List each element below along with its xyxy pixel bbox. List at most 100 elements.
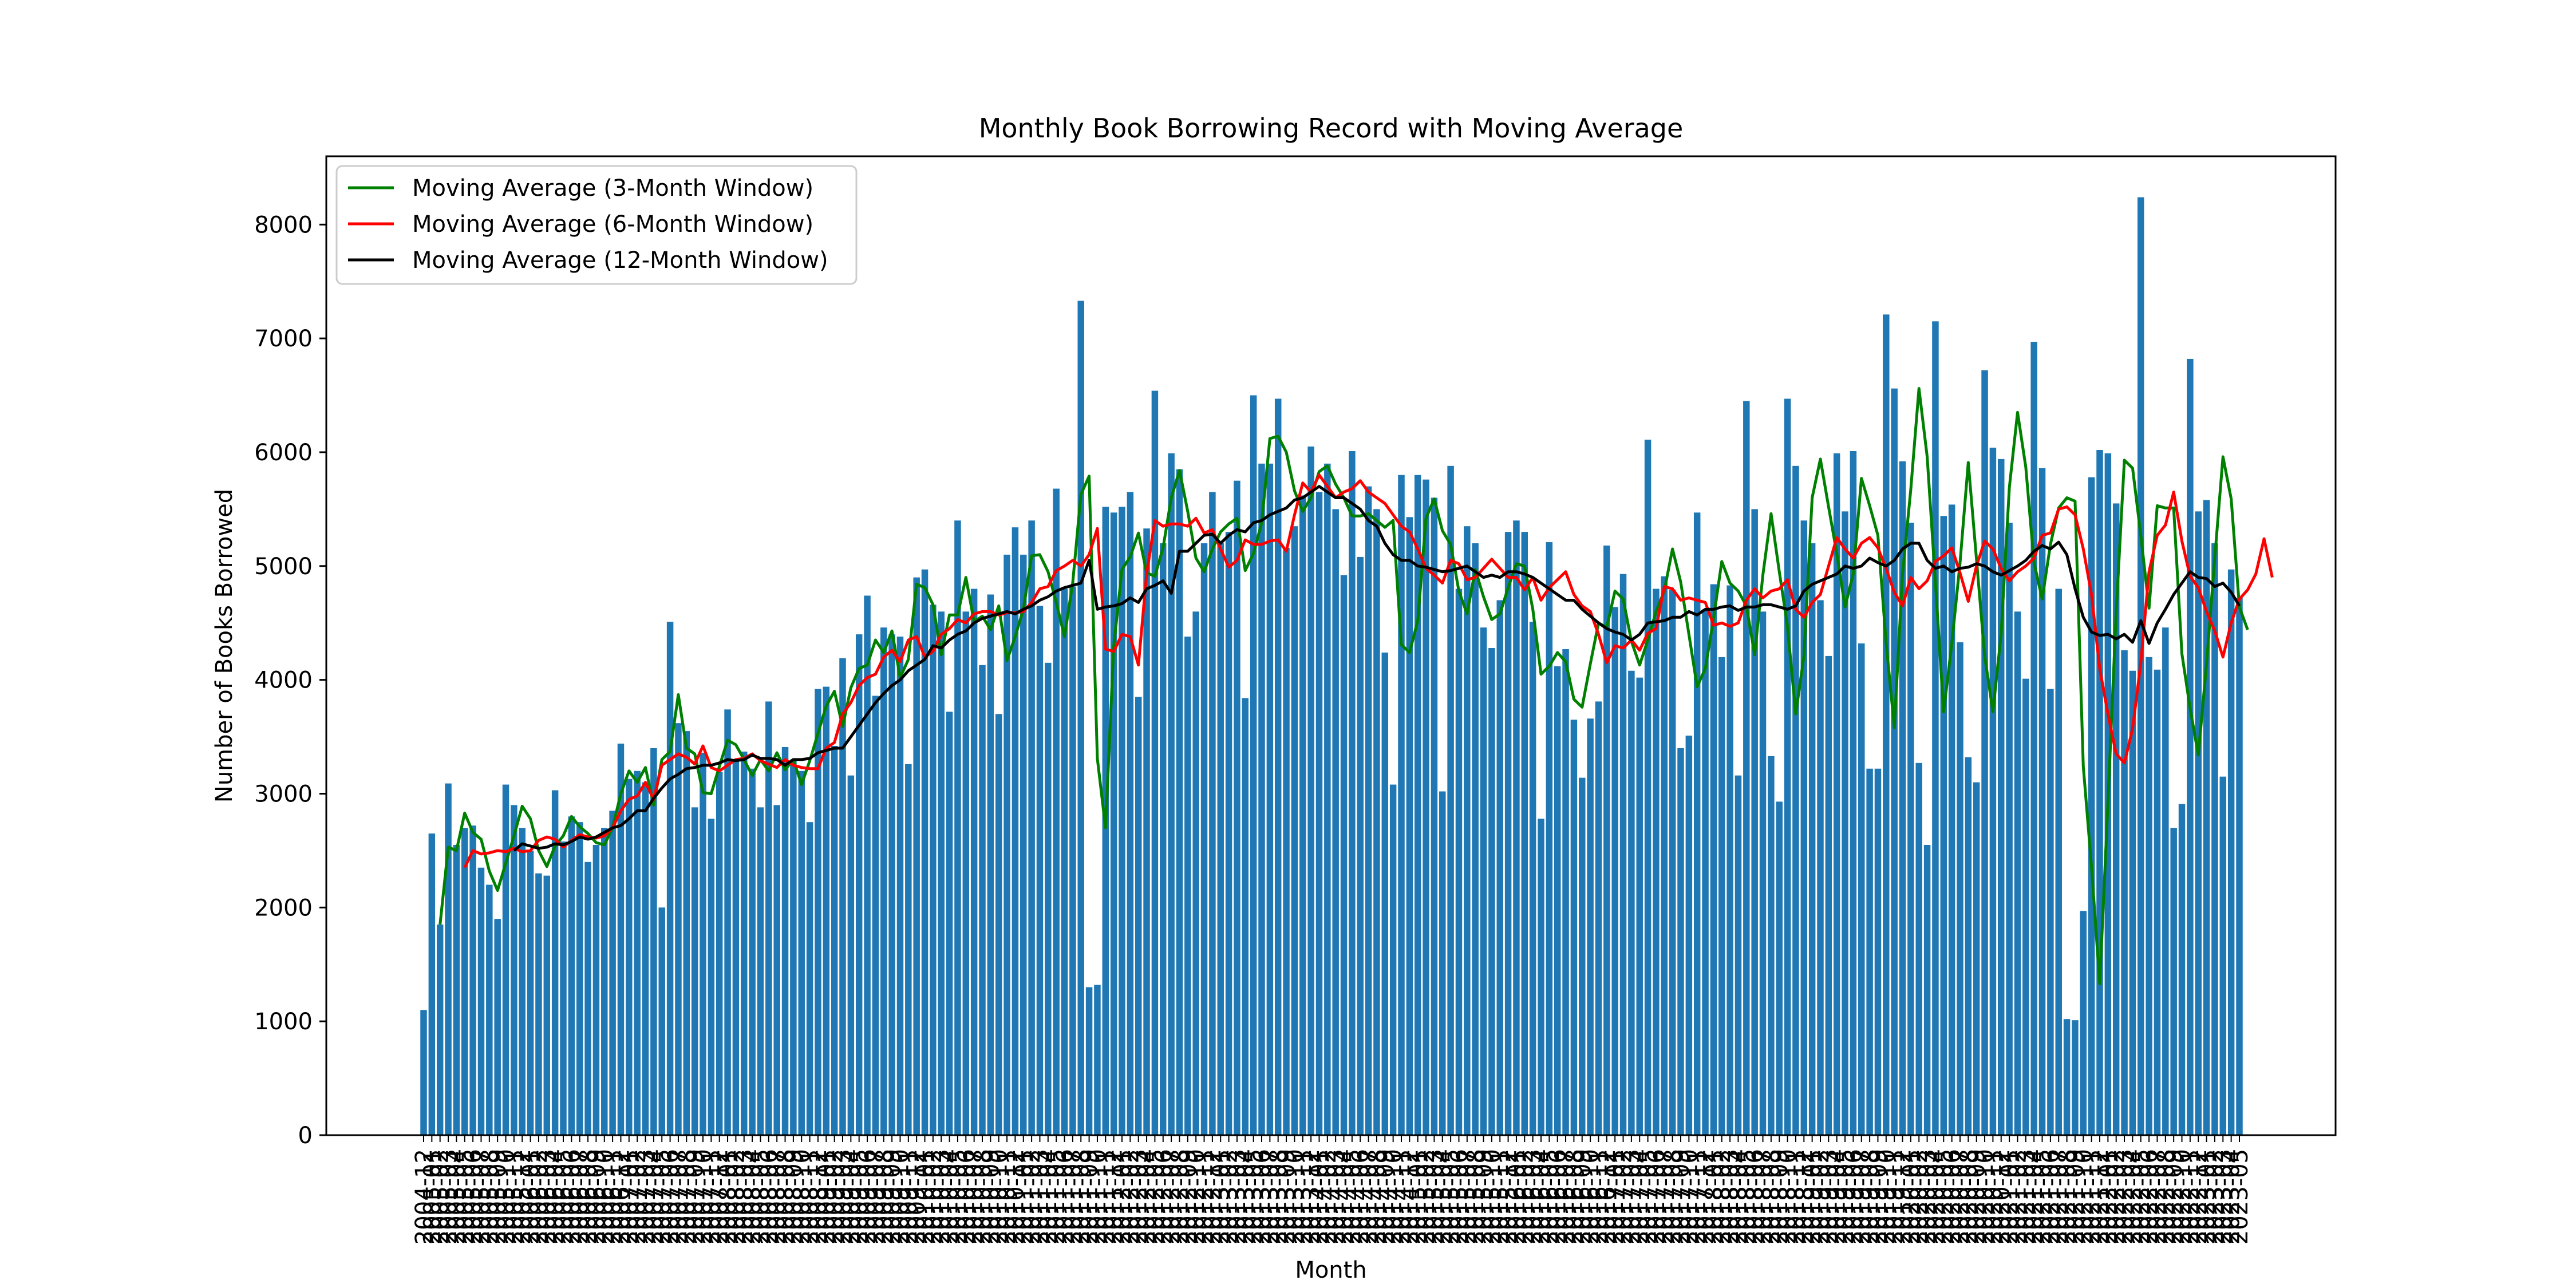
bar — [1242, 698, 1249, 1135]
x-tick-label: 2019-08 — [1857, 1149, 1883, 1244]
x-tick-label: 2017-03 — [1619, 1149, 1645, 1244]
x-tick-label: 2013-01 — [1208, 1149, 1234, 1244]
bar — [2219, 776, 2227, 1135]
bar — [2154, 669, 2161, 1135]
bar — [1135, 697, 1142, 1135]
x-tick-label: 2020-11 — [1980, 1149, 2006, 1244]
bar — [1160, 543, 1167, 1135]
x-tick-label: 2006-11 — [600, 1149, 626, 1244]
x-tick-label: 2022-11 — [2178, 1149, 2204, 1244]
x-tick-label: 2019-10 — [1874, 1149, 1900, 1244]
x-tick-label: 2014-03 — [1323, 1149, 1349, 1244]
x-tick-label: 2016-06 — [1545, 1149, 1571, 1244]
x-tick-label: 2010-05 — [945, 1149, 971, 1244]
x-tick-label: 2010-02 — [920, 1149, 947, 1244]
x-tick-label: 2006-12 — [608, 1149, 634, 1244]
bar — [1693, 512, 1701, 1135]
bar — [2014, 611, 2021, 1135]
x-tick-label: 2012-09 — [1175, 1149, 1202, 1244]
x-tick-label: 2013-10 — [1282, 1149, 1308, 1244]
legend: Moving Average (3-Month Window) Moving Av… — [335, 165, 858, 285]
moving-average-line-2 — [463, 473, 2274, 868]
bar — [1036, 606, 1044, 1135]
x-tick-label: 2008-02 — [723, 1149, 749, 1244]
bar — [535, 873, 542, 1135]
x-tick-label: 2008-12 — [805, 1149, 832, 1244]
x-tick-label: 2016-07 — [1553, 1149, 1579, 1244]
bar — [2236, 598, 2243, 1135]
x-tick-label: 2018-09 — [1767, 1149, 1793, 1244]
x-tick-label: 2008-08 — [773, 1149, 799, 1244]
x-tick-label: 2021-10 — [2071, 1149, 2097, 1244]
x-tick-label: 2006-08 — [575, 1149, 602, 1244]
bar — [1447, 465, 1454, 1135]
bar — [905, 764, 912, 1135]
x-tick-label: 2018-07 — [1751, 1149, 1777, 1244]
bar — [1053, 488, 1060, 1135]
bar — [1940, 516, 1947, 1135]
x-tick-label: 2018-05 — [1734, 1149, 1760, 1244]
bar — [1989, 448, 1997, 1135]
bar — [1784, 398, 1791, 1135]
moving-average-line-3 — [513, 485, 2241, 852]
bar — [469, 825, 476, 1135]
bar — [1792, 465, 1799, 1135]
y-tick-label: 5000 — [254, 554, 313, 580]
x-tick-label: 2005-09 — [485, 1149, 511, 1244]
bar — [650, 748, 657, 1135]
x-tick-label: 2012-11 — [1192, 1149, 1218, 1244]
x-tick-label: 2004-12 — [411, 1149, 437, 1244]
bar — [1628, 670, 1635, 1135]
bar — [716, 772, 723, 1135]
x-tick-label: 2008-03 — [732, 1149, 758, 1244]
x-tick-label: 2005-10 — [493, 1149, 520, 1244]
bar — [1710, 584, 1717, 1135]
x-tick-label: 2019-03 — [1816, 1149, 1842, 1244]
x-tick-label: 2008-05 — [748, 1149, 774, 1244]
bar — [1981, 370, 1988, 1135]
bar — [1414, 475, 1421, 1135]
bar — [1504, 532, 1512, 1136]
bar — [1546, 542, 1553, 1135]
x-tick-label: 2017-04 — [1627, 1149, 1653, 1244]
bar — [584, 862, 591, 1135]
x-tick-label: 2009-03 — [830, 1149, 856, 1244]
bar — [732, 759, 740, 1135]
x-tick-label: 2005-03 — [436, 1149, 462, 1244]
x-tick-label: 2013-06 — [1249, 1149, 1275, 1244]
bar — [1768, 756, 1775, 1135]
x-tick-label: 2019-05 — [1832, 1149, 1859, 1244]
bar — [2146, 657, 2152, 1135]
x-tick-label: 2013-11 — [1290, 1149, 1317, 1244]
x-tick-label: 2015-11 — [1487, 1149, 1514, 1244]
x-tick-label: 2013-03 — [1224, 1149, 1251, 1244]
bar — [420, 1010, 427, 1135]
x-tick-label: 2010-06 — [953, 1149, 979, 1244]
bar — [1077, 301, 1084, 1135]
y-tick-label: 8000 — [254, 212, 313, 238]
bar — [1266, 463, 1274, 1135]
bar — [872, 696, 879, 1135]
x-tick-label: 2009-06 — [855, 1149, 881, 1244]
y-tick-label: 2000 — [254, 895, 313, 921]
x-tick-label: 2015-05 — [1438, 1149, 1464, 1244]
x-tick-label: 2022-07 — [2144, 1149, 2171, 1244]
x-tick-label: 2006-02 — [526, 1149, 552, 1244]
x-tick-label: 2012-05 — [1142, 1149, 1168, 1244]
bar — [1998, 459, 2005, 1136]
bar — [1973, 782, 1980, 1135]
x-tick-label: 2013-12 — [1298, 1149, 1325, 1244]
x-tick-label: 2019-11 — [1882, 1149, 1908, 1244]
x-tick-label: 2022-04 — [2120, 1149, 2146, 1244]
legend-label: Moving Average (12-Month Window) — [412, 247, 828, 274]
x-tick-label: 2023-03 — [2210, 1149, 2237, 1244]
bar — [1965, 757, 1972, 1135]
bar — [938, 611, 945, 1135]
bar — [930, 605, 937, 1135]
bar — [1685, 736, 1693, 1135]
x-tick-label: 2011-08 — [1068, 1149, 1095, 1244]
bar — [888, 634, 895, 1135]
x-tick-label: 2013-04 — [1232, 1149, 1259, 1244]
bar — [1003, 554, 1010, 1135]
x-tick-label: 2006-03 — [534, 1149, 560, 1244]
